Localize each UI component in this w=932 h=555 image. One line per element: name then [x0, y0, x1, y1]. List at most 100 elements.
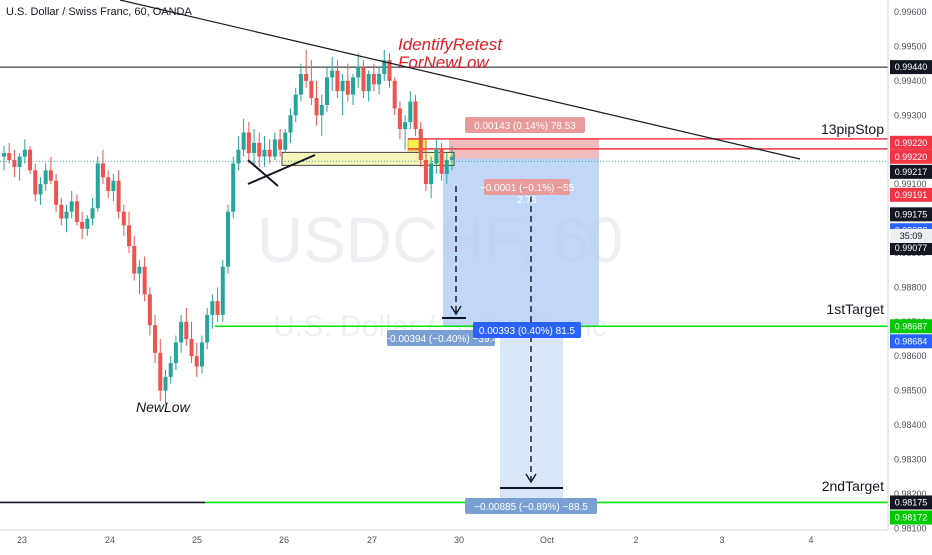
reward2-label: −0.00885 (−0.89%) −88.5: [465, 498, 597, 514]
x-tick-label: 3: [719, 535, 724, 545]
candle: [80, 211, 85, 240]
reward1-label: 0.00393 (0.40%) 81.5: [473, 322, 581, 338]
candle-body: [12, 160, 17, 167]
reward1-label-bg: [473, 322, 581, 338]
annotation-fornewlow: ForNewLow: [398, 53, 490, 72]
candle-body: [309, 80, 314, 99]
candle: [43, 163, 48, 192]
candle-body: [184, 321, 189, 339]
x-tick-label: 27: [367, 535, 377, 545]
y-tick-label: 0.98500: [894, 386, 927, 396]
price-tag: 0.99220: [890, 135, 932, 150]
candle-body: [194, 356, 199, 367]
candle-body: [121, 211, 126, 226]
candle: [246, 122, 251, 164]
candle: [17, 153, 22, 181]
candle-body: [366, 73, 371, 92]
candle: [116, 170, 121, 219]
candle-body: [59, 204, 64, 219]
candle-body: [100, 163, 105, 178]
candle-body: [272, 139, 277, 157]
chart-title: U.S. Dollar / Swiss Franc, 60, OANDA: [6, 6, 192, 18]
risk-label-text: 0.00143 (0.14%) 78.53: [474, 121, 576, 132]
price-tag-bg: [890, 319, 932, 334]
candle-body: [43, 170, 48, 185]
candle: [189, 321, 194, 364]
candle-body: [293, 94, 298, 116]
price-tag-text: 0.98687: [895, 321, 928, 331]
candle: [153, 314, 158, 364]
short1-label: −0.00394 (−0.40%) −39.4: [384, 330, 498, 346]
horizontal-levels: [0, 66, 888, 504]
candle-body: [116, 180, 121, 212]
entry-partial-label-bg: [484, 179, 570, 195]
entry-partial-label-text: −0.0001 (−0.1%) −55: [480, 183, 575, 194]
candle-body: [69, 201, 74, 212]
time-axis[interactable]: 23 24 25 26 27 30 Oct 2 3 4: [0, 529, 888, 545]
candle: [397, 101, 402, 140]
candle-body: [387, 60, 392, 81]
candle: [54, 173, 59, 212]
candle-body: [179, 321, 184, 343]
price-tag: 0.99440: [890, 60, 932, 75]
candle: [335, 60, 340, 99]
arrow-head-target2: [525, 473, 537, 484]
candle-body: [142, 266, 147, 295]
candle-body: [28, 149, 33, 171]
reward-zone-2: [500, 326, 563, 503]
price-tag-text: 0.99220: [895, 138, 928, 148]
price-tag: 0.98175: [890, 495, 932, 510]
candle-body: [314, 98, 319, 116]
candle-body: [54, 180, 59, 205]
price-axis[interactable]: 0.996000.995000.994000.993000.992000.991…: [887, 0, 932, 533]
x-tick-label: 30: [454, 535, 464, 545]
candle-body: [168, 363, 173, 377]
rr-label: 2.75: [517, 195, 537, 206]
candle-body: [361, 67, 366, 92]
price-tag: 0.98172: [890, 510, 932, 525]
price-tag-text: 0.99220: [895, 152, 928, 162]
candle: [59, 197, 64, 226]
reward1-label-text: 0.00393 (0.40%) 81.5: [479, 326, 576, 337]
candle: [450, 146, 454, 171]
candle: [272, 132, 277, 161]
candle: [444, 153, 449, 185]
candle-body: [304, 73, 309, 81]
candle-body: [434, 149, 439, 164]
price-tag: 0.99217: [890, 164, 932, 179]
y-tick-label: 0.98300: [894, 454, 927, 464]
candle-body: [163, 376, 168, 391]
candle-body: [324, 77, 329, 105]
candle-body: [397, 108, 402, 130]
price-tag-text: 0.99440: [895, 62, 928, 72]
trendline: [119, 0, 801, 160]
candle-body: [137, 266, 142, 274]
candle-body: [153, 325, 158, 353]
price-tag-bg: [890, 135, 932, 150]
candle: [267, 139, 272, 164]
candle: [330, 56, 335, 92]
candle-body: [210, 301, 215, 315]
candle: [100, 149, 105, 185]
candle: [147, 287, 152, 336]
candle: [351, 73, 356, 105]
candle: [226, 204, 230, 274]
candle: [95, 156, 100, 212]
price-tag-bg: [890, 60, 932, 75]
reward2-label-bg: [465, 498, 597, 514]
price-tag-text: 0.98684: [895, 336, 928, 346]
candle: [231, 156, 236, 219]
price-tag-text: 0.98175: [895, 497, 928, 507]
candle: [371, 63, 376, 92]
candle: [418, 122, 423, 167]
candle: [163, 369, 168, 405]
candle-body: [90, 208, 95, 219]
candle-body: [205, 314, 210, 343]
candle-body: [351, 77, 356, 95]
candle-body: [199, 342, 204, 367]
candle-body: [392, 80, 397, 109]
candle-body: [439, 149, 444, 174]
